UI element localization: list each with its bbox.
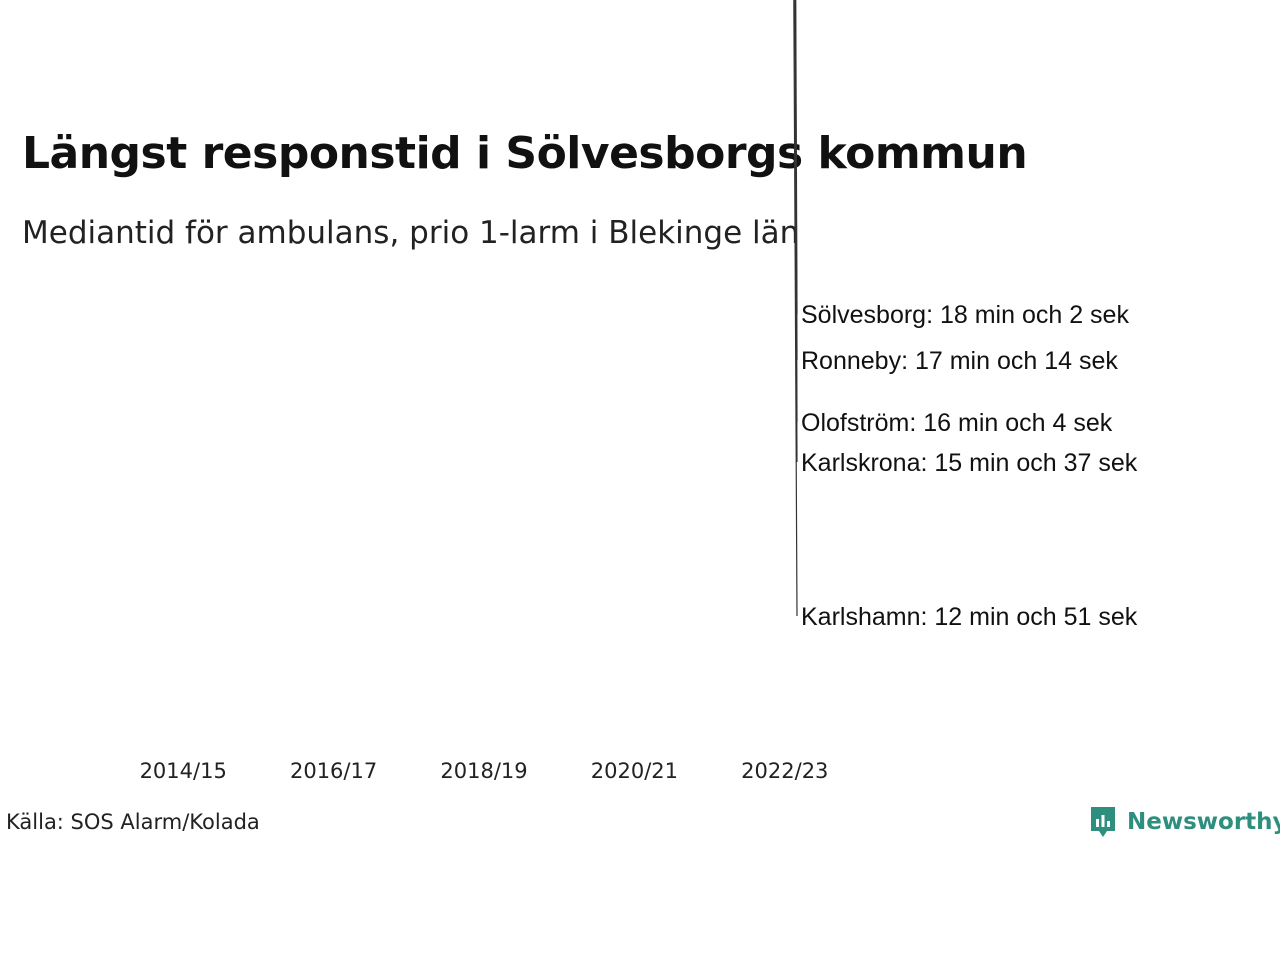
chart-subtitle: Mediantid för ambulans, prio 1-larm i Bl… [22,215,800,251]
series-label: Olofström: 16 min och 4 sek [801,409,1113,437]
series-label: Karlshamn: 12 min och 51 sek [801,603,1138,631]
x-tick-label: 2020/21 [591,759,678,783]
series-label: Sölvesborg: 18 min och 2 sek [801,301,1129,329]
newsworthy-logo-icon [1091,807,1115,837]
label-leader-line [793,0,798,617]
x-tick-label: 2014/15 [140,759,227,783]
x-tick-label: 2022/23 [741,759,828,783]
label-leader-line [795,0,798,315]
x-tick-label: 2016/17 [290,759,377,783]
x-axis-ticks: 2014/15 2016/17 2018/19 2020/21 2022/23 [140,759,829,783]
source-note: Källa: SOS Alarm/Kolada [6,810,260,834]
series-label: Karlskrona: 15 min och 37 sek [801,449,1138,477]
chart-title: Längst responstid i Sölvesborgs kommun [22,128,1028,179]
series-labels: Ronneby: 17 min och 14 sek Karlskrona: 15… [793,0,1138,631]
brand-name: Newsworthy [1127,809,1280,835]
series-label: Ronneby: 17 min och 14 sek [801,347,1118,375]
x-tick-label: 2018/19 [440,759,527,783]
brand-logo: Newsworthy [1089,805,1280,839]
